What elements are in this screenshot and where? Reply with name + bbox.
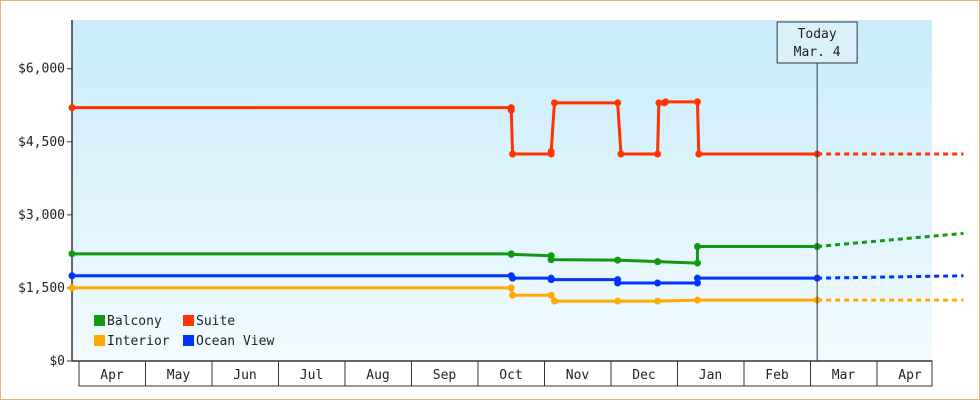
data-point xyxy=(509,150,517,158)
data-point xyxy=(614,279,622,287)
legend-label: Interior xyxy=(107,334,170,349)
data-point xyxy=(547,148,555,156)
series-interior xyxy=(68,284,964,305)
series-forecast-ocean-view xyxy=(817,274,964,280)
today-marker: Today Mar. 4 xyxy=(776,21,858,361)
data-point xyxy=(614,297,622,305)
x-tick-label: Apr xyxy=(898,368,922,383)
y-tick-label: $0 xyxy=(49,354,65,369)
data-point xyxy=(507,106,515,114)
data-point xyxy=(614,99,622,107)
data-point xyxy=(68,250,76,258)
data-point xyxy=(693,243,701,251)
data-point xyxy=(654,297,662,305)
legend-swatch xyxy=(94,335,105,346)
today-label-box xyxy=(776,21,858,64)
data-point xyxy=(507,284,515,292)
today-label-line2: Mar. 4 xyxy=(794,45,841,60)
legend-label: Ocean View xyxy=(196,334,274,349)
data-point xyxy=(614,256,622,264)
data-point xyxy=(550,297,558,305)
data-point xyxy=(693,259,701,267)
series-layer xyxy=(68,98,964,305)
legend-swatch xyxy=(183,315,194,326)
legend-label: Suite xyxy=(196,314,235,329)
series-line-suite xyxy=(72,100,818,156)
legend-swatch xyxy=(94,315,105,326)
series-forecast-balcony xyxy=(817,231,964,249)
x-tick-label: Jan xyxy=(699,368,722,383)
data-point xyxy=(695,150,703,158)
data-point xyxy=(693,98,701,106)
x-tick-label: Mar xyxy=(832,368,856,383)
data-point xyxy=(550,99,558,107)
y-axis: $0 $1,500 $3,000 $4,500 $6,000 xyxy=(18,20,73,369)
legend-label: Balcony xyxy=(107,314,162,329)
x-tick-label: May xyxy=(167,368,191,383)
x-tick-label: Nov xyxy=(566,368,590,383)
data-point xyxy=(617,150,625,158)
data-point xyxy=(654,258,662,266)
y-tick-label: $4,500 xyxy=(18,135,65,150)
legend: Balcony Suite Interior Ocean View xyxy=(94,314,274,349)
x-tick-label: Oct xyxy=(499,368,522,383)
data-point xyxy=(693,296,701,304)
legend-item-interior: Interior xyxy=(94,334,170,349)
y-tick-label: $6,000 xyxy=(18,62,65,77)
x-tick-label: Dec xyxy=(632,368,655,383)
data-point xyxy=(662,98,670,106)
data-point xyxy=(68,104,76,112)
legend-item-ocean-view: Ocean View xyxy=(183,334,274,349)
data-point xyxy=(693,274,701,282)
data-point xyxy=(547,291,555,299)
today-label-line1: Today xyxy=(798,27,837,42)
data-point xyxy=(509,274,517,282)
x-tick-label: Jul xyxy=(300,368,323,383)
data-point xyxy=(654,279,662,287)
legend-item-balcony: Balcony xyxy=(94,314,162,329)
series-suite xyxy=(68,98,964,158)
x-tick-label: Feb xyxy=(765,368,789,383)
data-point xyxy=(68,272,76,280)
data-point xyxy=(655,99,663,107)
y-tick-label: $3,000 xyxy=(18,208,65,223)
x-tick-label: Apr xyxy=(100,368,124,383)
data-point xyxy=(68,284,76,292)
x-tick-label: Aug xyxy=(366,368,389,383)
data-point xyxy=(507,250,515,258)
data-point xyxy=(547,256,555,264)
legend-swatch xyxy=(183,335,194,346)
data-point xyxy=(693,279,701,287)
series-ocean-view xyxy=(68,272,964,287)
data-point xyxy=(509,291,517,299)
data-point xyxy=(654,150,662,158)
x-tick-label: Sep xyxy=(433,368,457,383)
data-point xyxy=(547,276,555,284)
x-tick-label: Jun xyxy=(233,368,256,383)
legend-item-suite: Suite xyxy=(183,314,235,329)
x-axis: Apr May Jun Jul Aug Sep Oct Nov Dec Jan Feb Mar Apr xyxy=(72,360,933,387)
y-tick-label: $1,500 xyxy=(18,281,65,296)
plot-background xyxy=(72,20,932,361)
